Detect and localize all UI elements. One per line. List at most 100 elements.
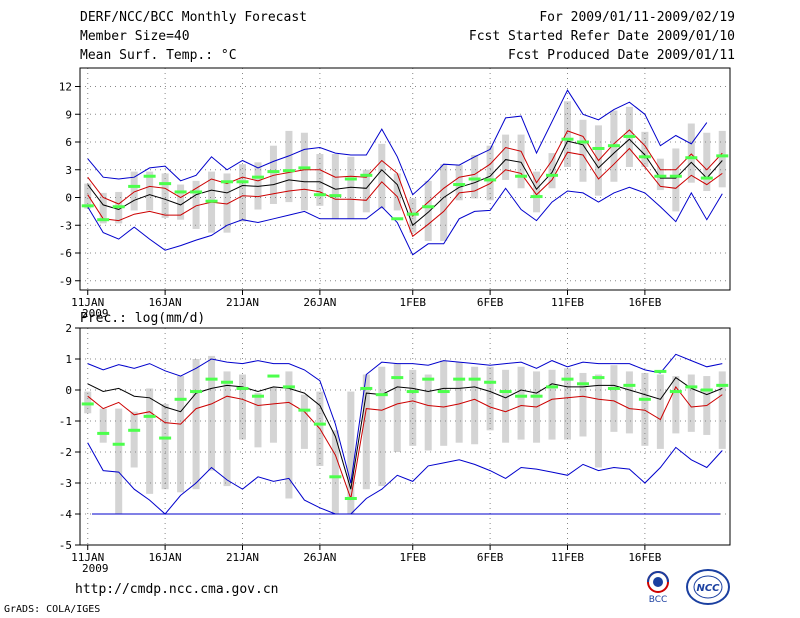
observed-marker-20	[375, 393, 388, 397]
spread-box-5	[146, 171, 154, 211]
spread-box-5	[146, 388, 154, 494]
observed-marker-42	[716, 383, 729, 387]
observed-marker-22	[406, 390, 419, 394]
observed-marker-23	[422, 377, 435, 381]
x-tick-label: 16JAN	[149, 551, 182, 564]
y-tick-label: -4	[59, 508, 73, 521]
observed-marker-8	[190, 390, 203, 394]
y-tick-label: -3	[59, 219, 72, 232]
x-tick-label: 21JAN	[226, 551, 259, 564]
bcc-logo: BCC	[647, 571, 669, 605]
spread-box-1	[84, 183, 92, 209]
precip-panel-title: Prec.: log(mm/d)	[80, 311, 205, 326]
chart-title: DERF/NCC/BCC Monthly Forecast	[80, 10, 307, 25]
observed-marker-13	[267, 374, 280, 378]
observed-marker-27	[484, 380, 497, 384]
spread-box-4	[130, 411, 138, 468]
spread-box-29	[517, 366, 525, 440]
observed-marker-35	[607, 144, 620, 148]
observed-marker-34	[592, 376, 605, 380]
source-url[interactable]: http://cmdp.ncc.cma.gov.cn	[75, 582, 279, 597]
spread-box-23	[424, 180, 432, 241]
spread-box-17	[331, 154, 339, 219]
observed-marker-11	[236, 180, 249, 184]
spread-box-21	[393, 173, 401, 211]
observed-marker-7	[174, 397, 187, 401]
series-spread-upper-line	[87, 129, 723, 217]
observed-marker-1	[81, 402, 94, 406]
y-tick-label: 1	[65, 353, 72, 366]
observed-marker-30	[530, 195, 543, 199]
spread-box-24	[440, 360, 448, 446]
spread-box-17	[331, 430, 339, 514]
observed-marker-9	[205, 377, 218, 381]
spread-box-20	[378, 143, 386, 209]
series-spread-upper-line	[87, 385, 723, 501]
spread-box-31	[548, 369, 556, 440]
fcst-produced-date: Fcst Produced Date 2009/01/11	[508, 48, 735, 63]
year-label: 2009	[82, 562, 109, 575]
observed-marker-9	[205, 199, 218, 203]
y-tick-label: 2	[65, 322, 72, 335]
observed-marker-25	[453, 183, 466, 187]
observed-marker-32	[561, 377, 574, 381]
observed-marker-33	[576, 382, 589, 386]
spread-box-13	[269, 386, 277, 443]
observed-marker-39	[669, 390, 682, 394]
spread-box-37	[641, 131, 649, 167]
observed-marker-14	[282, 385, 295, 389]
spread-box-2	[99, 408, 107, 443]
observed-marker-12	[251, 175, 264, 179]
series-ensemble-max-line	[87, 89, 708, 196]
x-tick-label: 1FEB	[399, 551, 426, 564]
y-tick-label: -2	[59, 446, 72, 459]
observed-marker-19	[360, 173, 373, 177]
observed-marker-23	[422, 205, 435, 209]
series-spread-lower-line	[87, 147, 723, 238]
observed-marker-21	[391, 217, 404, 221]
variable-label-temperature: Mean Surf. Temp.: °C	[80, 48, 237, 63]
plot-frame	[79, 67, 731, 291]
observed-marker-16	[313, 193, 326, 197]
series-ensemble-min-line	[87, 186, 723, 256]
x-tick-label: 11JAN	[71, 296, 104, 309]
observed-marker-37	[638, 155, 651, 159]
observed-marker-32	[561, 137, 574, 141]
spread-box-3	[115, 408, 123, 514]
spread-box-31	[548, 153, 556, 189]
forecast-period: For 2009/01/11-2009/02/19	[539, 10, 735, 25]
year-label: 2009	[82, 307, 109, 320]
observed-marker-4	[128, 184, 141, 188]
spread-box-12	[254, 393, 262, 448]
spread-box-30	[533, 171, 541, 213]
spread-box-39	[672, 148, 680, 212]
y-tick-label: 6	[65, 136, 72, 149]
observed-marker-3	[112, 205, 125, 209]
spread-box-33	[579, 372, 587, 437]
spread-box-38	[656, 374, 664, 449]
spread-box-6	[161, 403, 169, 490]
series-ensemble-min-line	[87, 442, 723, 515]
observed-marker-36	[623, 383, 636, 387]
observed-marker-12	[251, 394, 264, 398]
y-tick-label: -9	[59, 275, 72, 288]
spread-box-40	[687, 123, 695, 183]
spread-box-40	[687, 374, 695, 432]
spread-box-25	[455, 362, 463, 443]
y-tick-label: 9	[65, 108, 72, 121]
spread-box-39	[672, 376, 680, 434]
observed-marker-33	[576, 140, 589, 144]
spread-box-27	[486, 145, 494, 201]
member-size-label: Member Size=40	[80, 29, 190, 44]
observed-marker-18	[344, 177, 357, 181]
spread-box-7	[177, 184, 185, 220]
observed-marker-13	[267, 170, 280, 174]
observed-marker-5	[143, 174, 156, 178]
spread-box-33	[579, 119, 587, 182]
observed-marker-31	[546, 173, 559, 177]
spread-box-26	[471, 154, 479, 199]
observed-marker-29	[515, 174, 528, 178]
observed-marker-19	[360, 386, 373, 390]
observed-marker-15	[298, 408, 311, 412]
x-tick-label: 16JAN	[149, 296, 182, 309]
